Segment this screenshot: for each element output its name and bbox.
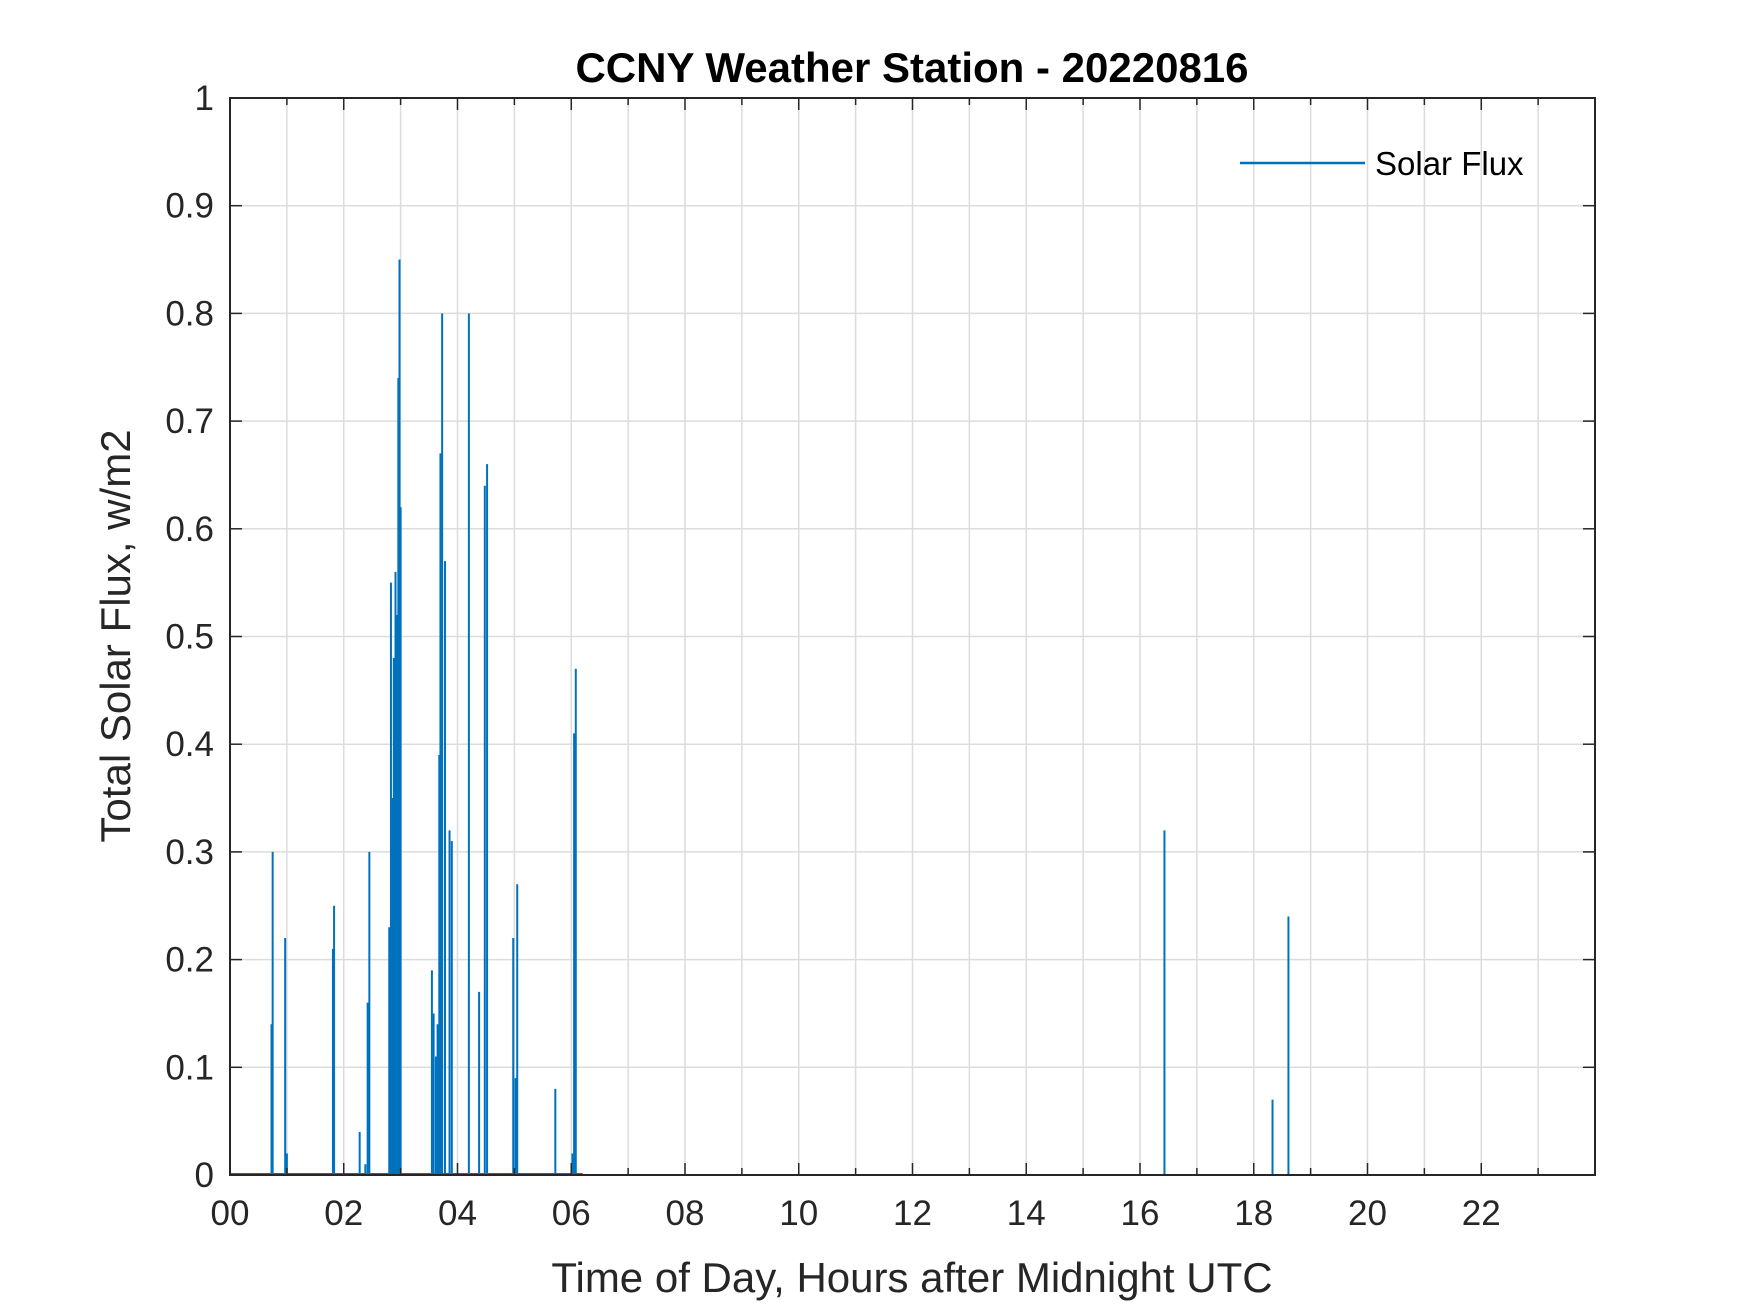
y-tick-label: 0.6 [165, 510, 214, 549]
x-tick-label: 20 [1348, 1194, 1387, 1233]
legend: Solar Flux [1240, 145, 1524, 182]
x-tick-label: 08 [666, 1194, 705, 1233]
x-axis-label: Time of Day, Hours after Midnight UTC [551, 1254, 1272, 1301]
y-tick-label: 0.4 [165, 725, 214, 764]
axis-ticks [230, 97, 1595, 1176]
chart-title: CCNY Weather Station - 20220816 [575, 44, 1248, 91]
x-tick-label: 06 [552, 1194, 591, 1233]
y-tick-label: 1 [195, 79, 214, 118]
x-tick-label: 00 [211, 1194, 250, 1233]
y-tick-labels: 0 0.1 0.2 0.3 0.4 0.5 0.6 0.7 0.8 0.9 1 [165, 79, 214, 1195]
x-tick-label: 02 [324, 1194, 363, 1233]
x-tick-label: 10 [779, 1194, 818, 1233]
y-tick-label: 0.7 [165, 402, 214, 441]
y-tick-label: 0 [195, 1156, 214, 1195]
x-tick-label: 12 [893, 1194, 932, 1233]
y-tick-label: 0.9 [165, 187, 214, 226]
x-tick-label: 18 [1234, 1194, 1273, 1233]
x-tick-label: 14 [1007, 1194, 1046, 1233]
y-tick-label: 0.3 [165, 833, 214, 872]
x-tick-label: 04 [438, 1194, 477, 1233]
y-tick-label: 0.2 [165, 941, 214, 980]
x-tick-labels: 00 02 04 06 08 10 12 14 16 18 20 22 [211, 1194, 1501, 1233]
legend-label-solar-flux: Solar Flux [1375, 145, 1524, 182]
x-tick-label: 16 [1121, 1194, 1160, 1233]
y-axis-label: Total Solar Flux, w/m2 [92, 429, 139, 842]
y-tick-label: 0.8 [165, 294, 214, 333]
data-series-solar-flux [230, 259, 1290, 1175]
x-tick-label: 22 [1462, 1194, 1501, 1233]
y-tick-label: 0.5 [165, 618, 214, 657]
y-tick-label: 0.1 [165, 1048, 214, 1087]
grid-lines [230, 98, 1595, 1175]
